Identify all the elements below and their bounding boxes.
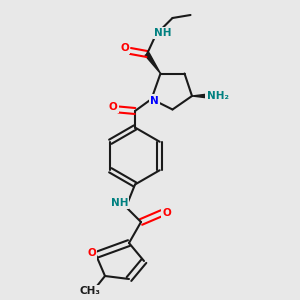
Text: N: N: [150, 95, 159, 106]
Text: O: O: [120, 43, 129, 53]
Text: O: O: [162, 208, 171, 218]
Text: NH: NH: [111, 198, 128, 208]
Polygon shape: [192, 94, 212, 98]
Polygon shape: [145, 52, 161, 74]
Text: O: O: [109, 101, 118, 112]
Text: NH: NH: [154, 28, 171, 38]
Text: NH₂: NH₂: [206, 91, 229, 101]
Text: CH₃: CH₃: [80, 286, 100, 296]
Text: O: O: [87, 248, 96, 259]
